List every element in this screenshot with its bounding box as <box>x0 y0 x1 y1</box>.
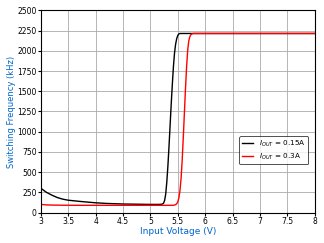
Legend: $I_{OUT}$ = 0.15A, $I_{OUT}$ = 0.3A: $I_{OUT}$ = 0.15A, $I_{OUT}$ = 0.3A <box>239 136 308 165</box>
Y-axis label: Switching Frequency (kHz): Switching Frequency (kHz) <box>7 55 16 167</box>
X-axis label: Input Voltage (V): Input Voltage (V) <box>140 227 216 236</box>
